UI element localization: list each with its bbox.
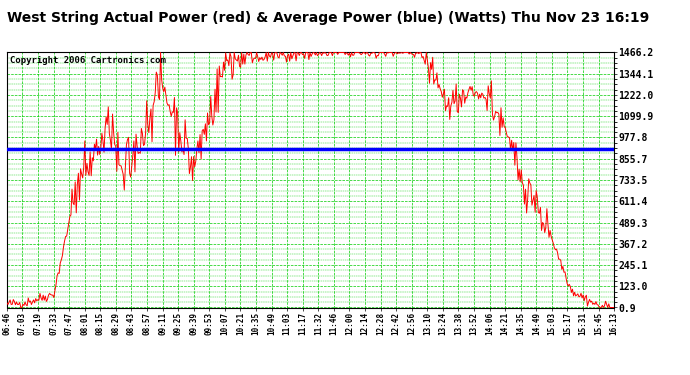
Text: West String Actual Power (red) & Average Power (blue) (Watts) Thu Nov 23 16:19: West String Actual Power (red) & Average… xyxy=(7,11,649,25)
Text: Copyright 2006 Cartronics.com: Copyright 2006 Cartronics.com xyxy=(10,56,166,65)
